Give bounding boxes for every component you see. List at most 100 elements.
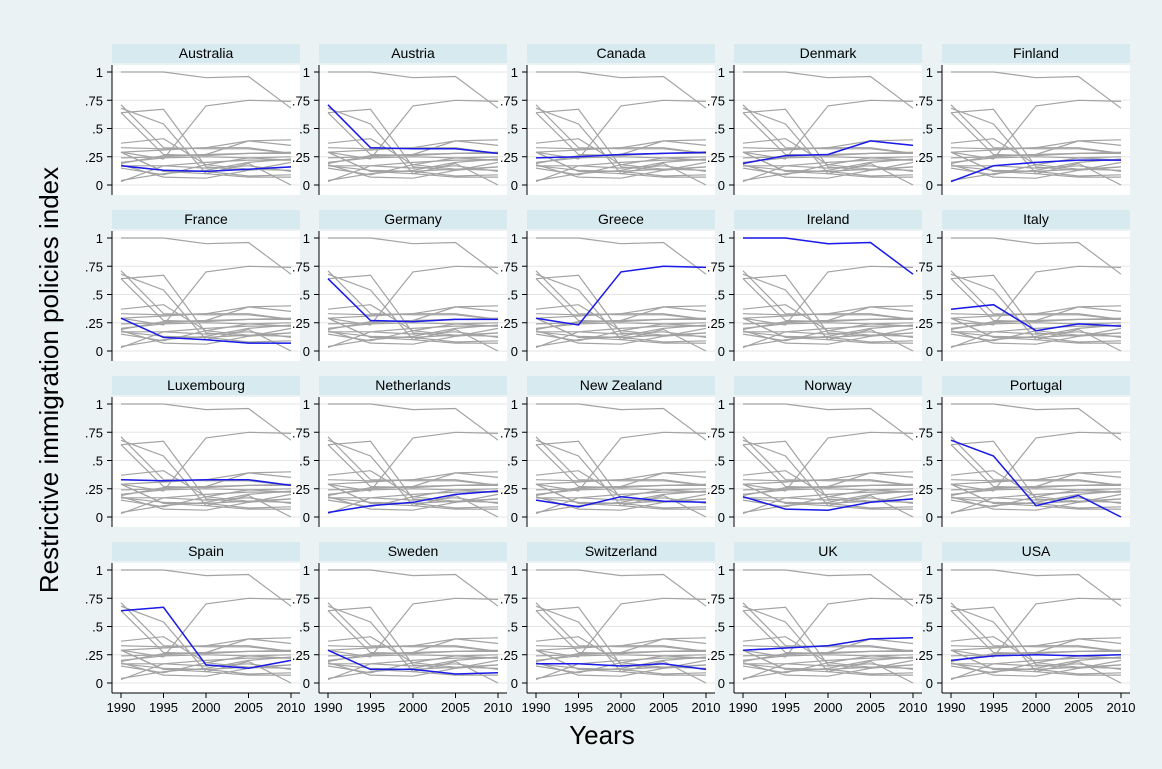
y-tick-label: .25	[707, 316, 725, 331]
x-tick-label: 1990	[522, 700, 551, 715]
y-tick-label: 0	[96, 676, 103, 691]
background-series-line	[536, 165, 707, 172]
background-series-line	[535, 107, 707, 186]
background-series-line	[742, 107, 914, 186]
y-tick-label: .5	[507, 288, 518, 303]
panel-title: Norway	[804, 377, 851, 393]
panel-strip	[734, 44, 922, 63]
background-series-line	[535, 597, 707, 658]
background-series-line	[120, 107, 292, 186]
x-tick-label: 2010	[899, 700, 928, 715]
background-series-line	[327, 317, 499, 343]
background-series-line	[120, 490, 292, 514]
panel-strip	[527, 542, 715, 561]
panel: Austria 0 .25 .5 .75 1	[292, 44, 507, 195]
background-series-line	[742, 656, 914, 680]
x-axis-title: Years	[569, 720, 635, 750]
background-series-line	[950, 139, 1122, 153]
background-series-line	[742, 305, 914, 319]
background-series-line	[327, 265, 499, 326]
background-series-line	[742, 472, 914, 497]
background-series-line	[951, 497, 1122, 504]
background-series-line	[742, 325, 913, 349]
x-tick-label: 2000	[814, 700, 843, 715]
highlight-series-line	[742, 140, 914, 165]
panel-title: Italy	[1023, 211, 1049, 227]
x-tick-label: 2005	[441, 700, 470, 715]
highlight-series-line	[327, 490, 499, 514]
highlight-series-line	[950, 439, 1122, 518]
panel-strip	[942, 542, 1130, 561]
background-series-line	[950, 325, 1121, 349]
y-tick-label: 0	[718, 676, 725, 691]
background-series-line	[742, 265, 914, 326]
x-tick-label: 2000	[192, 700, 221, 715]
background-series-line	[536, 237, 707, 275]
y-tick-label: 0	[926, 344, 933, 359]
background-series-line	[535, 431, 707, 492]
background-series-line	[536, 71, 707, 109]
panel: Finland 0 .25 .5 .75 1	[915, 44, 1130, 195]
background-series-line	[742, 649, 914, 675]
panel: France 0 .25 .5 .75 1	[85, 210, 300, 361]
panel-title: Switzerland	[585, 543, 657, 559]
background-series-line	[327, 472, 499, 497]
background-series-line	[950, 99, 1122, 160]
background-series-line	[120, 439, 292, 518]
background-series-line	[121, 569, 292, 607]
panel: UK 0 .25 .5 .75 1 1990 1995 2000 2005 2010	[707, 542, 928, 715]
y-tick-label: .75	[707, 259, 725, 274]
background-series-line	[120, 654, 292, 661]
y-tick-label: .25	[85, 648, 103, 663]
background-series-line	[950, 324, 1122, 348]
background-series-line	[535, 151, 707, 177]
background-series-line	[535, 656, 707, 680]
background-series-line	[327, 491, 498, 515]
y-tick-label: .5	[922, 620, 933, 635]
background-series-line	[327, 483, 499, 509]
background-series-line	[951, 403, 1122, 441]
y-tick-label: .75	[707, 425, 725, 440]
y-tick-label: 0	[96, 178, 103, 193]
background-series-line	[950, 306, 1122, 331]
background-series-line	[120, 140, 292, 165]
background-series-line	[743, 497, 914, 504]
background-series-line	[327, 431, 499, 492]
x-tick-label: 1995	[149, 700, 178, 715]
y-axis-title: Restrictive immigration policies index	[34, 167, 64, 593]
x-tick-label: 1990	[107, 700, 136, 715]
background-series-line	[951, 663, 1122, 670]
y-tick-label: 1	[96, 231, 103, 246]
background-series-line	[742, 657, 913, 681]
background-series-line	[327, 270, 499, 320]
y-tick-label: 1	[926, 397, 933, 412]
background-series-line	[950, 637, 1122, 651]
background-series-line	[535, 325, 706, 349]
panel-title: Luxembourg	[167, 377, 245, 393]
y-tick-label: 0	[511, 178, 518, 193]
background-series-line	[950, 151, 1122, 177]
background-series-line	[742, 158, 914, 182]
y-tick-label: 0	[303, 510, 310, 525]
highlight-series-line	[535, 495, 707, 508]
highlight-series-line	[742, 637, 914, 651]
y-tick-label: 0	[96, 510, 103, 525]
x-tick-label: 2010	[1107, 700, 1136, 715]
background-series-line	[950, 490, 1122, 514]
background-series-line	[120, 656, 292, 680]
background-series-line	[327, 605, 499, 684]
panel-title: Portugal	[1010, 377, 1062, 393]
y-tick-label: 1	[926, 231, 933, 246]
y-tick-label: .5	[922, 122, 933, 137]
y-tick-label: .75	[915, 93, 933, 108]
y-tick-label: 1	[96, 397, 103, 412]
y-tick-label: .25	[292, 316, 310, 331]
y-tick-label: .25	[707, 150, 725, 165]
highlight-series-line	[535, 151, 707, 159]
background-series-line	[535, 305, 707, 319]
y-tick-label: .5	[299, 288, 310, 303]
background-series-line	[535, 164, 707, 179]
y-tick-label: .25	[707, 648, 725, 663]
background-series-line	[743, 569, 914, 607]
